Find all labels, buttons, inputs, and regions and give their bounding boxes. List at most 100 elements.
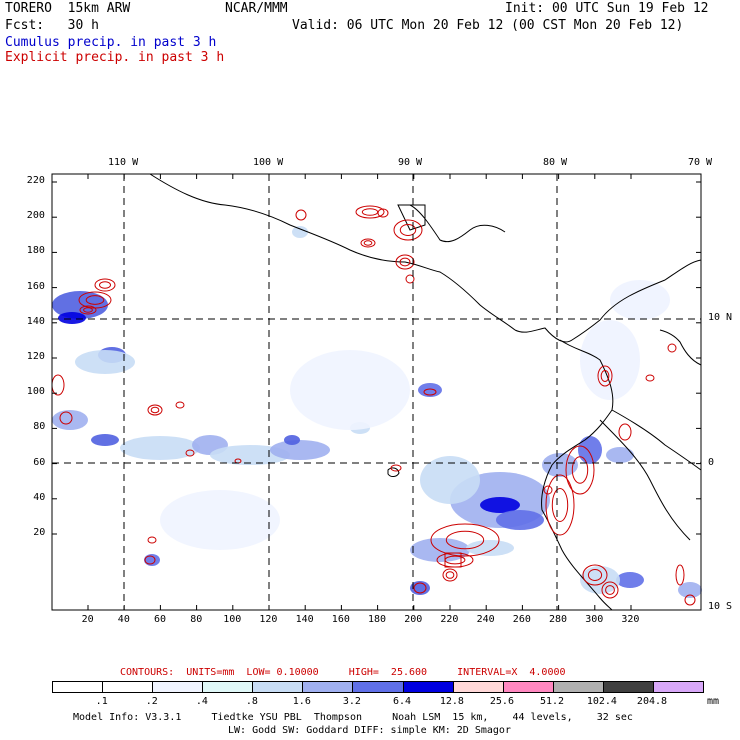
coastline <box>387 467 400 477</box>
explicit-contour <box>150 406 160 414</box>
colorbar-label: 6.4 <box>392 696 411 707</box>
y-tick-label: 80 <box>33 421 46 433</box>
lat-label-10n: 10 N <box>708 312 733 323</box>
cumulus-fill <box>120 436 200 460</box>
explicit-contour <box>395 254 415 270</box>
y-tick-label: 140 <box>26 315 45 327</box>
y-tick-label: 220 <box>26 175 45 186</box>
explicit-contour <box>667 343 677 353</box>
explicit-contour <box>51 374 65 396</box>
cumulus-fill <box>466 540 514 556</box>
colorbar-swatch <box>402 681 454 693</box>
colorbar-swatch <box>302 681 354 693</box>
coastline <box>599 419 691 541</box>
colorbar-swatch <box>252 681 304 693</box>
explicit-contour <box>543 485 553 495</box>
explicit-contour <box>85 295 105 305</box>
coastline <box>397 204 426 231</box>
explicit-contour <box>601 581 619 599</box>
cumulus-fill <box>678 582 702 598</box>
y-tick-label: 20 <box>33 527 46 538</box>
x-tick-label: 20 <box>81 614 94 625</box>
cumulus-fill <box>292 226 308 238</box>
model-title: TORERO 15km ARW <box>5 1 131 16</box>
y-tick-label: 60 <box>33 456 46 468</box>
cumulus-legend: Cumulus precip. in past 3 h <box>5 35 217 50</box>
explicit-contour <box>445 530 485 550</box>
colorbar-label: .4 <box>195 696 208 707</box>
cumulus-fill <box>91 434 119 446</box>
colorbar-swatch <box>352 681 404 693</box>
x-tick-label: 100 <box>223 614 242 625</box>
cumulus-fill <box>580 320 640 400</box>
explicit-contour <box>83 307 93 313</box>
explicit-contour <box>684 594 696 606</box>
explicit-contour <box>363 240 373 246</box>
forecast-hour: Fcst: 30 h <box>5 18 99 33</box>
cumulus-fill <box>270 440 330 460</box>
lon-label-110w: 110 W <box>108 157 139 168</box>
lon-label-100w: 100 W <box>253 157 284 168</box>
explicit-contour <box>675 564 685 586</box>
explicit-contour <box>565 445 595 495</box>
explicit-contour <box>399 257 411 267</box>
y-tick-label: 160 <box>26 280 45 292</box>
x-tick-label: 220 <box>440 614 459 625</box>
y-tick-label: 180 <box>26 245 45 257</box>
colorbar-label: 51.2 <box>539 696 565 707</box>
explicit-legend: Explicit precip. in past 3 h <box>5 50 225 65</box>
colorbar-swatch <box>52 681 104 693</box>
explicit-contour <box>79 305 97 315</box>
explicit-contour <box>360 238 376 248</box>
lon-label-70w: 70 W <box>688 157 713 168</box>
explicit-contour <box>444 552 462 568</box>
explicit-contour <box>413 582 427 594</box>
coastline <box>514 259 702 343</box>
cumulus-fill <box>284 435 300 445</box>
cumulus-fill <box>52 291 108 319</box>
explicit-contour <box>399 224 417 236</box>
colorbar <box>52 681 704 693</box>
explicit-contour <box>59 411 73 425</box>
colorbar-swatch <box>452 681 504 693</box>
explicit-contour <box>355 205 385 219</box>
x-tick-label: 320 <box>621 614 640 625</box>
valid-time: Valid: 06 UTC Mon 20 Feb 12 (00 CST Mon … <box>292 18 684 33</box>
contour-info: CONTOURS: UNITS=mm LOW= 0.10000 HIGH= 25… <box>120 667 566 678</box>
x-tick-label: 260 <box>512 614 531 625</box>
cumulus-fill <box>160 490 280 550</box>
explicit-contour <box>587 569 603 581</box>
explicit-contour <box>94 278 116 292</box>
x-tick-label: 140 <box>295 614 314 625</box>
explicit-contour <box>390 464 402 472</box>
cumulus-fill <box>75 350 135 374</box>
explicit-contour <box>377 208 389 218</box>
x-tick-label: 240 <box>476 614 495 625</box>
explicit-contour <box>144 555 156 565</box>
cumulus-fill <box>480 497 520 513</box>
lon-label-90w: 90 W <box>398 157 423 168</box>
explicit-contour <box>393 219 423 241</box>
colorbar-label: .8 <box>245 696 258 707</box>
cumulus-precip-fills <box>52 226 702 598</box>
colorbar-swatch <box>552 681 604 693</box>
cumulus-fill <box>616 572 644 588</box>
y-tick-label: 200 <box>26 210 45 222</box>
cumulus-fill <box>578 436 602 464</box>
cumulus-fill <box>420 456 480 504</box>
cumulus-fill <box>58 312 86 324</box>
y-tick-label: 40 <box>33 491 46 503</box>
lat-label-10s: 10 S <box>708 601 733 612</box>
model-info-line2: LW: Godd SW: Goddard DIFF: simple KM: 2D… <box>228 725 511 736</box>
model-info-line1: Model Info: V3.3.1 Tiedtke YSU PBL Thomp… <box>73 712 633 723</box>
x-tick-label: 60 <box>154 614 167 625</box>
explicit-contour <box>295 209 307 221</box>
colorbar-label: 12.8 <box>439 696 464 707</box>
explicit-contour <box>405 274 415 284</box>
explicit-contour <box>600 370 610 382</box>
explicit-contour <box>175 401 185 409</box>
explicit-contour <box>147 404 163 416</box>
org-label: NCAR/MMM <box>225 1 288 16</box>
colorbar-swatch <box>152 681 204 693</box>
colorbar-label: 1.6 <box>292 696 311 707</box>
